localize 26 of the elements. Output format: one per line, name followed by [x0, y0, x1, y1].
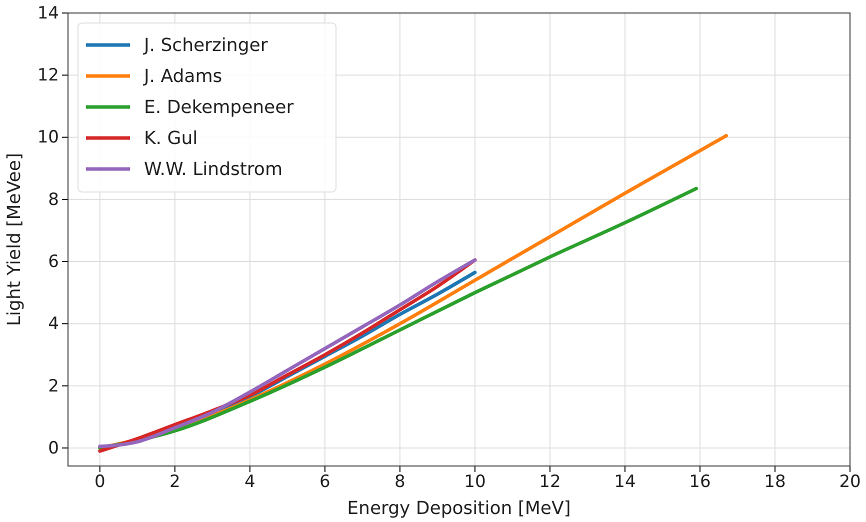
x-tick-label: 2 [169, 472, 180, 492]
x-tick-label: 18 [764, 472, 786, 492]
x-tick-label: 14 [614, 472, 636, 492]
x-axis-title: Energy Deposition [MeV] [347, 498, 571, 519]
y-tick-label: 0 [48, 438, 59, 458]
legend-label: K. Gul [144, 128, 198, 149]
x-tick-label: 10 [464, 472, 486, 492]
y-tick-label: 8 [48, 190, 59, 210]
x-tick-label: 6 [320, 472, 330, 492]
legend-label: J. Scherzinger [143, 35, 268, 56]
legend-label: E. Dekempeneer [144, 97, 294, 118]
x-tick-label: 20 [839, 472, 861, 492]
y-tick-label: 12 [37, 66, 59, 86]
y-tick-label: 2 [48, 376, 59, 396]
y-axis-title: Light Yield [MeVee] [4, 153, 25, 326]
y-tick-label: 6 [48, 252, 59, 272]
y-tick-label: 14 [37, 3, 59, 24]
legend-label: W.W. Lindstrom [144, 159, 282, 180]
legend-label: J. Adams [143, 66, 222, 87]
x-tick-label: 4 [244, 472, 256, 492]
x-tick-label: 16 [689, 472, 711, 492]
x-tick-label: 12 [539, 472, 561, 492]
y-tick-label: 4 [48, 314, 59, 334]
x-tick-label: 0 [94, 472, 106, 492]
y-tick-label: 10 [37, 128, 59, 148]
x-tick-label: 8 [394, 472, 406, 492]
